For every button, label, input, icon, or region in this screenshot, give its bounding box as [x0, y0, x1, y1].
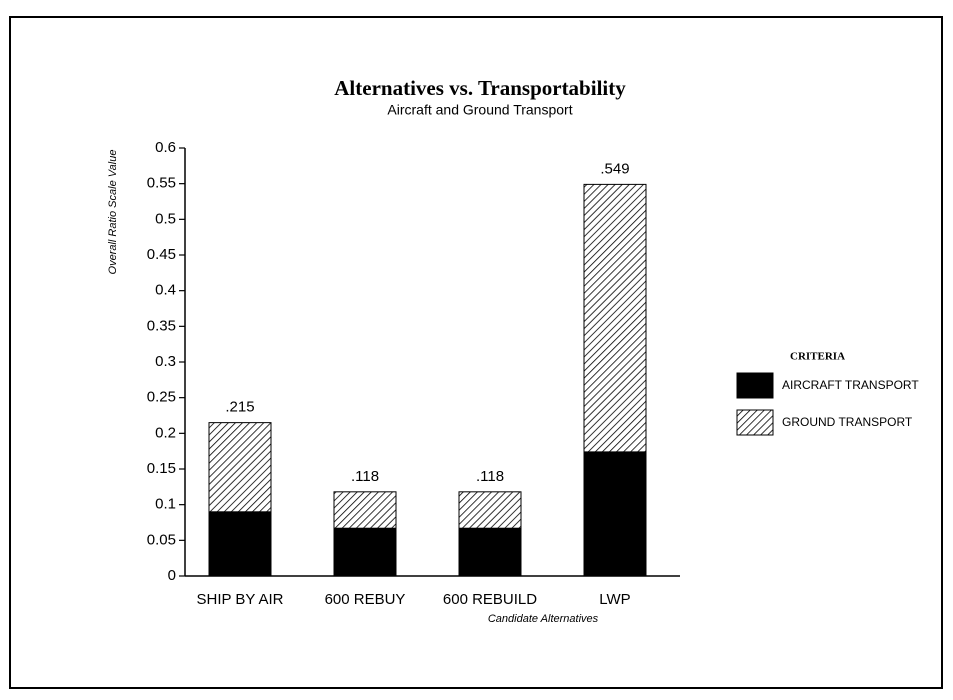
y-tick-label: 0.2 [155, 424, 176, 441]
bar-segment [333, 491, 397, 529]
x-axis-label: Candidate Alternatives [488, 613, 599, 625]
y-tick-label: 0.6 [155, 139, 176, 156]
y-tick-label: 0.45 [147, 246, 176, 263]
legend-label: AIRCRAFT TRANSPORT [782, 378, 919, 392]
total-label: .118 [351, 468, 379, 485]
chart-subtitle: Aircraft and Ground Transport [387, 102, 572, 118]
bar-segment [208, 511, 272, 577]
bar-segment [458, 527, 522, 577]
y-axis-label: Overall Ratio Scale Value [107, 150, 119, 275]
legend-label: GROUND TRANSPORT [782, 415, 913, 429]
y-tick-label: 0.15 [147, 460, 176, 477]
frame [9, 16, 943, 689]
bar-segment [583, 451, 647, 577]
y-tick-label: 0.35 [147, 317, 176, 334]
total-label: .118 [476, 468, 504, 485]
y-tick-label: 0.1 [155, 496, 176, 513]
y-tick-label: 0.25 [147, 389, 176, 406]
y-tick-label: 0.55 [147, 175, 176, 192]
x-tick-label: 600 REBUILD [443, 591, 537, 608]
bar-segment [208, 422, 272, 513]
bar-segment [333, 527, 397, 577]
x-tick-label: LWP [599, 591, 630, 608]
y-tick-label: 0.05 [147, 531, 176, 548]
legend-swatch [736, 409, 774, 436]
y-tick-label: 0.3 [155, 353, 176, 370]
legend-swatch [736, 372, 774, 399]
total-label: .549 [600, 160, 629, 177]
bar-segment [458, 491, 522, 529]
y-tick-label: 0.5 [155, 210, 176, 227]
x-tick-label: 600 REBUY [325, 591, 406, 608]
legend-title: CRITERIA [790, 351, 845, 363]
total-label: .215 [225, 399, 254, 416]
bar-segment [583, 183, 647, 453]
y-tick-label: 0 [168, 567, 176, 584]
x-tick-label: SHIP BY AIR [197, 591, 284, 608]
y-tick-label: 0.4 [155, 282, 176, 299]
chart-title: Alternatives vs. Transportability [334, 76, 626, 100]
